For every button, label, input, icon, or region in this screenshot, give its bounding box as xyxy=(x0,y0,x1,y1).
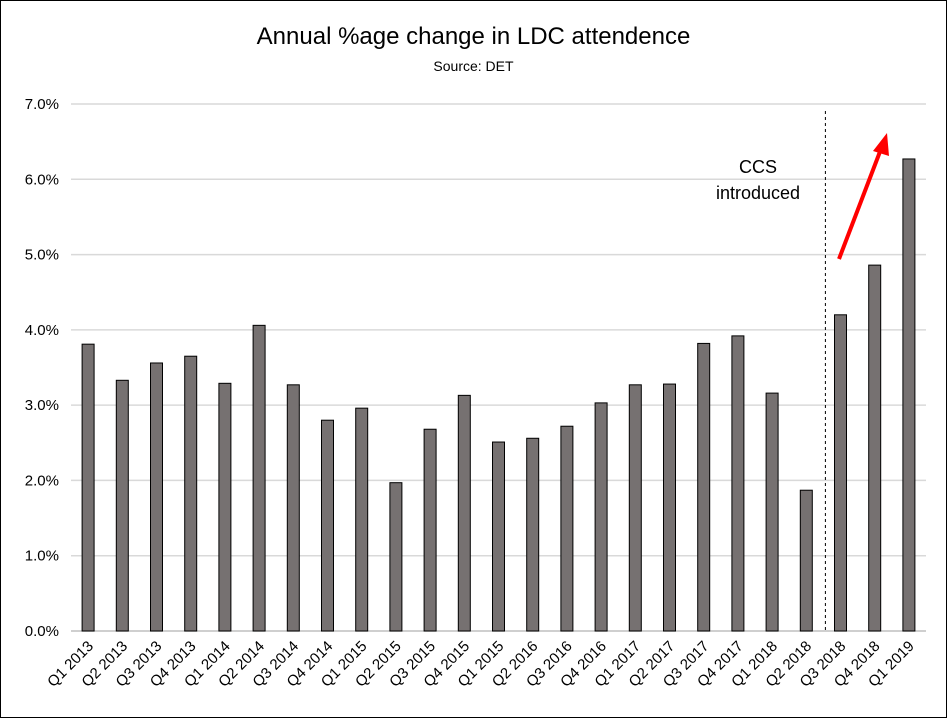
bar xyxy=(594,402,608,632)
bar xyxy=(902,158,916,632)
bar xyxy=(492,441,505,632)
bar xyxy=(697,342,711,632)
bar xyxy=(526,437,540,632)
y-tick-label: 1.0% xyxy=(25,548,59,565)
y-tick-label: 7.0% xyxy=(25,96,59,113)
bar xyxy=(457,394,471,632)
bar xyxy=(150,362,163,632)
bar xyxy=(560,425,574,632)
bar xyxy=(252,324,266,632)
bar xyxy=(731,335,745,632)
chart-subtitle: Source: DET xyxy=(433,58,514,74)
bar xyxy=(663,383,676,632)
y-tick-label: 4.0% xyxy=(25,322,59,339)
bar xyxy=(115,379,129,632)
bar xyxy=(286,384,300,632)
bar xyxy=(868,264,882,632)
y-tick-label: 0.0% xyxy=(25,623,59,640)
y-tick-label: 2.0% xyxy=(25,472,59,489)
trend-arrow xyxy=(837,133,889,260)
bar xyxy=(321,419,334,632)
bar xyxy=(355,407,369,632)
y-tick-label: 3.0% xyxy=(25,397,59,414)
chart-title: Annual %age change in LDC attendence xyxy=(256,23,691,50)
y-tick-label: 5.0% xyxy=(25,247,59,264)
bar xyxy=(81,343,95,632)
annotation-line2: introduced xyxy=(716,183,800,203)
bar xyxy=(423,428,437,632)
bar xyxy=(799,489,813,632)
y-tick-label: 6.0% xyxy=(25,171,59,188)
bar xyxy=(834,314,847,632)
bar xyxy=(628,384,642,632)
bar xyxy=(184,355,198,632)
bar xyxy=(765,392,779,632)
bar xyxy=(218,382,232,632)
annotation-line1: CCS xyxy=(739,157,777,177)
bar xyxy=(389,482,403,632)
